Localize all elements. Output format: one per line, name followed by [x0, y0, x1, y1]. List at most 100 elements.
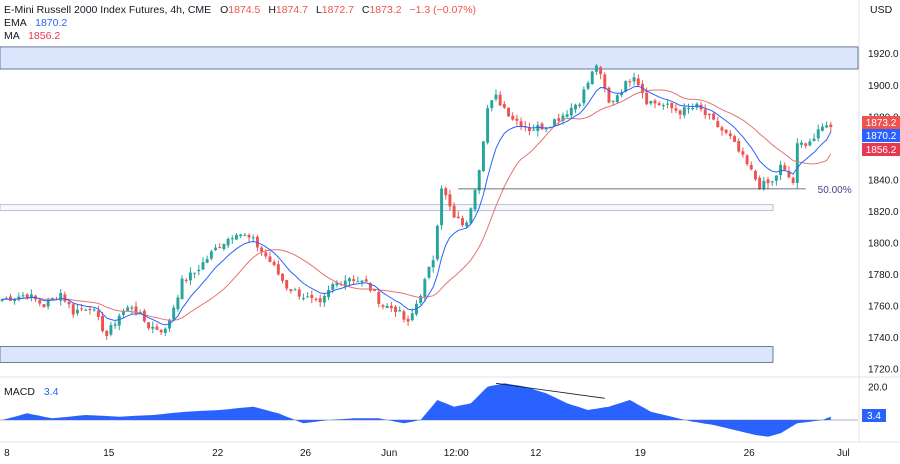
candle-body: [394, 306, 397, 312]
candle-body: [188, 272, 192, 281]
candle-body: [126, 307, 130, 312]
fib-50-label: 50.00%: [818, 185, 852, 196]
candle-body: [620, 92, 623, 96]
candle-body: [285, 280, 289, 289]
candle-body: [138, 312, 142, 314]
candle-body: [209, 251, 213, 259]
svg-text:MA 1856.2: MA 1856.2: [4, 30, 60, 42]
candle-body: [377, 291, 381, 304]
ohlc-close-key: C: [362, 4, 370, 16]
candle-body: [486, 108, 490, 143]
candle-body: [109, 325, 113, 335]
candle-body: [749, 164, 753, 170]
candle-body: [800, 142, 803, 145]
price-badges: 1873.2 1870.2 1856.2 3.4: [862, 116, 900, 422]
candle-body: [758, 177, 762, 190]
ema-line: [2, 85, 832, 326]
candle-body: [155, 326, 159, 330]
candle-body: [561, 115, 565, 121]
candle-body: [84, 309, 88, 311]
candle-body: [402, 311, 406, 320]
candle-body: [364, 279, 368, 282]
candle-body: [519, 121, 523, 127]
candle-body: [46, 300, 50, 307]
candle-body: [17, 296, 21, 300]
ma-price-badge: [862, 143, 900, 156]
candle-body: [310, 294, 314, 299]
candle-body: [829, 124, 833, 128]
candle-body: [448, 194, 452, 207]
svg-text:MACD 3.4: MACD 3.4: [4, 386, 59, 398]
candle-body: [75, 309, 79, 314]
candle-body: [348, 278, 351, 282]
candle-body: [611, 100, 615, 102]
price-zone-2: [0, 346, 774, 363]
candlestick-series: [0, 64, 833, 340]
ohlc-high-value: 1874.7: [276, 4, 308, 16]
candle-body: [804, 143, 808, 146]
candle-body: [741, 151, 745, 155]
candle-body: [71, 304, 75, 315]
candle-body: [653, 100, 657, 104]
time-tick-label: 26: [744, 448, 756, 459]
candle-body: [59, 292, 63, 301]
candle-body: [159, 329, 163, 333]
candle-body: [645, 92, 649, 105]
candle-body: [544, 128, 548, 130]
ma-price-badge-text: 1856.2: [866, 145, 897, 156]
candle-body: [381, 305, 385, 307]
candle-body: [649, 100, 653, 104]
candle-body: [226, 238, 230, 246]
candle-body: [101, 315, 105, 332]
candle-body: [674, 108, 678, 111]
candle-body: [176, 297, 180, 310]
close-price-badge-text: 1873.2: [866, 118, 897, 129]
candle-body: [628, 81, 632, 83]
candle-body: [352, 279, 356, 282]
candle-body: [569, 107, 573, 116]
macd-value-badge-text: 3.4: [867, 411, 881, 422]
price-zone-0: [0, 46, 859, 70]
candle-body: [481, 141, 485, 172]
price-tick-label: 1840.0: [868, 175, 899, 186]
candle-body: [599, 67, 603, 75]
candle-body: [779, 164, 783, 175]
candle-body: [682, 107, 686, 116]
candle-body: [264, 252, 268, 257]
svg-text:E-Mini Russell 2000 Index Futu: E-Mini Russell 2000 Index Futures, 4h, C…: [4, 4, 476, 16]
candle-body: [218, 247, 222, 249]
candle-body: [327, 289, 331, 297]
candle-body: [293, 289, 297, 291]
candle-body: [632, 77, 636, 82]
candle-body: [322, 295, 326, 303]
price-tick-label: 1800.0: [868, 239, 899, 250]
fibonacci-annotation: 50.00%: [458, 185, 852, 196]
price-tick-label: 1760.0: [868, 302, 899, 313]
candle-body: [289, 289, 293, 292]
candle-body: [515, 118, 519, 121]
time-tick-label: 22: [212, 448, 224, 459]
candle-body: [661, 104, 665, 107]
candle-body: [130, 307, 134, 309]
candle-body: [268, 256, 272, 262]
candle-body: [816, 129, 820, 139]
candle-body: [314, 298, 318, 300]
ema-label: EMA: [4, 17, 27, 29]
price-tick-label: 1900.0: [868, 81, 899, 92]
candle-body: [335, 282, 339, 286]
candle-body: [423, 279, 427, 297]
candle-body: [666, 103, 670, 105]
candle-body: [762, 180, 766, 190]
candle-body: [105, 330, 109, 337]
macd-divergence-line: [495, 382, 605, 399]
candle-body: [624, 81, 628, 92]
candle-body: [753, 170, 757, 180]
candle-body: [251, 237, 255, 239]
candle-body: [239, 234, 243, 237]
candle-body: [427, 266, 431, 278]
candle-body: [38, 300, 42, 304]
ema-price-badge: [862, 129, 900, 142]
